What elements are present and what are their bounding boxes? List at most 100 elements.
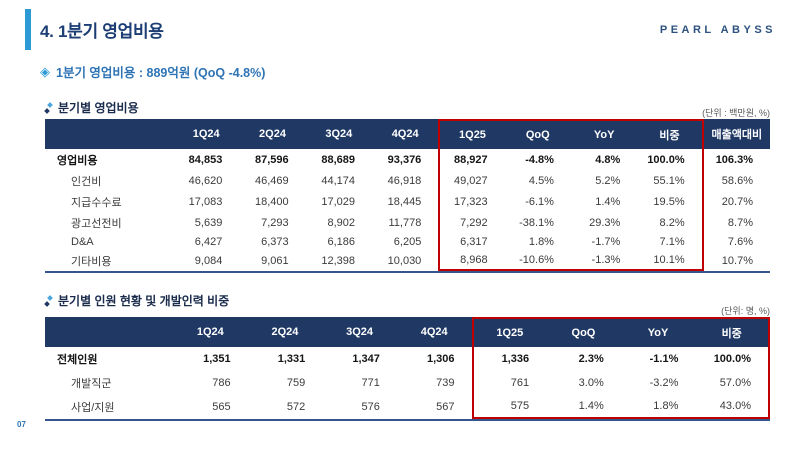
cell: 9,084 bbox=[194, 254, 223, 267]
column-header: 1Q25 bbox=[438, 119, 505, 149]
cell: 17,323 bbox=[438, 191, 504, 212]
cell: 57.0% bbox=[695, 371, 770, 395]
column-header: 1Q25 bbox=[471, 317, 547, 347]
cell: 6,186 bbox=[327, 235, 355, 248]
cell: 17,083 bbox=[188, 195, 223, 208]
column-header: QoQ bbox=[504, 119, 571, 149]
table-row: 인건비 46,620 46,469 44,174 46,918 49,027 4.5% 5.2… bbox=[45, 170, 770, 191]
cell: 567 bbox=[436, 401, 455, 413]
cell: 84,853 bbox=[188, 153, 223, 166]
column-header: 2Q24 bbox=[247, 317, 323, 347]
cell: 8,902 bbox=[327, 216, 355, 229]
cell: 1.4% bbox=[595, 195, 621, 208]
column-header: 매출액대비 bbox=[703, 119, 770, 149]
cell: 43.0% bbox=[695, 395, 770, 419]
cell: 8,968 bbox=[438, 250, 505, 271]
table-row: 개발직군 786 759 771 739 761 3.0% -3.2% 57.0% bbox=[45, 371, 770, 395]
table-row: 영업비용 84,853 87,596 88,689 93,376 88,927 -4.8% 4… bbox=[45, 149, 770, 170]
column-header: 1Q24 bbox=[173, 119, 240, 149]
cell: 3.0% bbox=[578, 377, 604, 389]
cell: 58.6% bbox=[721, 174, 753, 187]
column-header: 4Q24 bbox=[396, 317, 472, 347]
unit-label: (단위 : 백만원, %) bbox=[702, 108, 770, 118]
header-row: 1Q24 2Q24 3Q24 4Q24 1Q25 QoQ YoY 비중 bbox=[45, 317, 770, 347]
cell: 1.8% bbox=[528, 235, 554, 248]
cell: 9,061 bbox=[261, 254, 289, 267]
cell: 771 bbox=[361, 377, 380, 389]
section-heading-label: 분기별 인원 현황 및 개발인력 비중 bbox=[58, 294, 230, 308]
cell: 44,174 bbox=[321, 174, 355, 187]
section-heading-opex: 분기별 영업비용 bbox=[45, 99, 139, 116]
section-heading-label: 분기별 영업비용 bbox=[58, 101, 139, 115]
row-label: 기타비용 bbox=[71, 255, 112, 268]
cell: 1,347 bbox=[352, 353, 380, 365]
cell: 88,689 bbox=[321, 153, 355, 166]
cell: 576 bbox=[361, 401, 380, 413]
section-heading-headcount: 분기별 인원 현황 및 개발인력 비중 bbox=[45, 292, 229, 309]
table-row: D&A 6,427 6,373 6,186 6,205 6,317 1.8% -1.7% 7.1… bbox=[45, 233, 770, 250]
cell: 19.5% bbox=[637, 191, 704, 212]
column-header: QoQ bbox=[546, 317, 621, 347]
cell: 6,427 bbox=[194, 235, 223, 248]
cell: 88,927 bbox=[438, 149, 504, 170]
cell: 8.2% bbox=[637, 212, 704, 233]
cell: 572 bbox=[286, 401, 306, 413]
cell: 7,293 bbox=[261, 216, 289, 229]
column-header: 4Q24 bbox=[371, 119, 439, 149]
column-header: YoY bbox=[620, 317, 696, 347]
cell: 1,336 bbox=[471, 347, 547, 371]
subtitle-text: 1분기 영업비용 : 889억원 (QoQ -4.8%) bbox=[56, 66, 266, 80]
cell: 761 bbox=[471, 371, 547, 395]
cell: 575 bbox=[471, 395, 547, 419]
cell: -1.1% bbox=[649, 353, 679, 365]
column-header: 비중 bbox=[695, 317, 770, 347]
cell: 1,331 bbox=[277, 353, 306, 365]
cell: 106.3% bbox=[715, 153, 753, 166]
row-label: 인건비 bbox=[71, 175, 102, 188]
column-header bbox=[45, 317, 173, 347]
row-label: D&A bbox=[71, 235, 94, 248]
table-row: 사업/지원 565 572 576 567 575 1.4% 1.8% 43.0% bbox=[45, 395, 770, 419]
header-row: 1Q24 2Q24 3Q24 4Q24 1Q25 QoQ YoY 비중 매출액대비 bbox=[45, 119, 770, 149]
cell: 17,029 bbox=[321, 195, 355, 208]
cell: 10,030 bbox=[387, 254, 422, 267]
cell: 10.7% bbox=[721, 254, 753, 267]
page-number: 07 bbox=[17, 420, 26, 429]
cell: -1.3% bbox=[570, 250, 638, 271]
cell: 6,205 bbox=[393, 235, 422, 248]
cell: 2.3% bbox=[578, 353, 604, 365]
table-row: 광고선전비 5,639 7,293 8,902 11,778 7,292 -38.1% 29.… bbox=[45, 212, 770, 233]
cell: 786 bbox=[212, 377, 231, 389]
cell: 100.0% bbox=[695, 347, 770, 371]
cell: -6.1% bbox=[525, 195, 554, 208]
cell: 20.7% bbox=[721, 195, 753, 208]
cell: 1.8% bbox=[620, 395, 696, 419]
cell: 5.2% bbox=[595, 174, 621, 187]
opex-table: 1Q24 2Q24 3Q24 4Q24 1Q25 QoQ YoY 비중 매출액대비 영업비용 84,… bbox=[45, 119, 770, 273]
cell: 7.6% bbox=[727, 235, 753, 248]
cell: 4.5% bbox=[528, 174, 554, 187]
cell: -10.6% bbox=[504, 250, 571, 271]
cell: 46,918 bbox=[387, 174, 422, 187]
cell: 1,306 bbox=[426, 353, 455, 365]
cell: 8.7% bbox=[727, 216, 753, 229]
cell: -4.8% bbox=[525, 153, 554, 166]
cell: 4.8% bbox=[595, 153, 621, 166]
cell: 6,317 bbox=[438, 233, 504, 250]
cell: 7,292 bbox=[438, 212, 504, 233]
column-header: 1Q24 bbox=[173, 317, 248, 347]
cell: 87,596 bbox=[255, 153, 289, 166]
row-label: 개발직군 bbox=[71, 378, 112, 390]
cell: 100.0% bbox=[637, 149, 704, 170]
row-label: 지급수수료 bbox=[71, 196, 122, 209]
column-header: 3Q24 bbox=[322, 317, 397, 347]
cell: 49,027 bbox=[438, 170, 504, 191]
column-header: 비중 bbox=[637, 119, 704, 149]
brand-logo: PEARL ABYSS bbox=[659, 24, 776, 36]
cell: -1.7% bbox=[591, 235, 621, 248]
column-header: 2Q24 bbox=[239, 119, 306, 149]
cell: -3.2% bbox=[649, 377, 679, 389]
subtitle-bullet: ◈ 1분기 영업비용 : 889억원 (QoQ -4.8%) bbox=[40, 62, 265, 81]
cell: 12,398 bbox=[321, 254, 355, 267]
cell: 18,400 bbox=[255, 195, 289, 208]
